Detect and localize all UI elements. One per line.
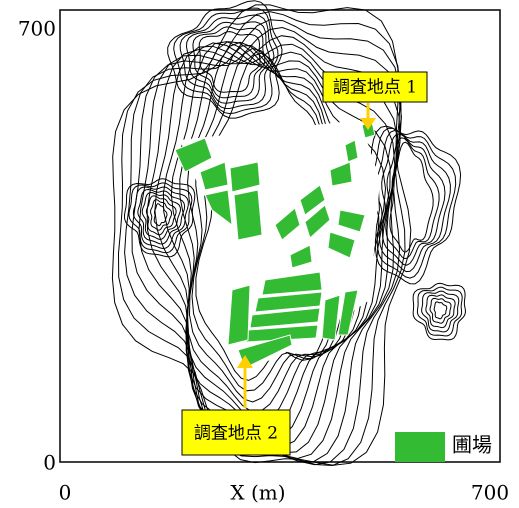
x-tick-label: 0: [59, 481, 72, 505]
y-tick-label: 0: [43, 451, 56, 475]
map-figure: 調査地点 1 調査地点 2 圃場 X (m) 0 700 0 700: [0, 0, 519, 508]
x-tick-label: 700: [471, 481, 509, 505]
field: [228, 285, 250, 345]
legend-swatch: [395, 432, 445, 462]
y-tick-label: 700: [18, 17, 56, 41]
field: [234, 190, 262, 240]
annotation-text: 調査地点 1: [333, 78, 417, 98]
annotation-text: 調査地点 2: [194, 424, 278, 444]
x-axis-title: X (m): [230, 481, 285, 505]
legend-label: 圃場: [452, 433, 492, 457]
